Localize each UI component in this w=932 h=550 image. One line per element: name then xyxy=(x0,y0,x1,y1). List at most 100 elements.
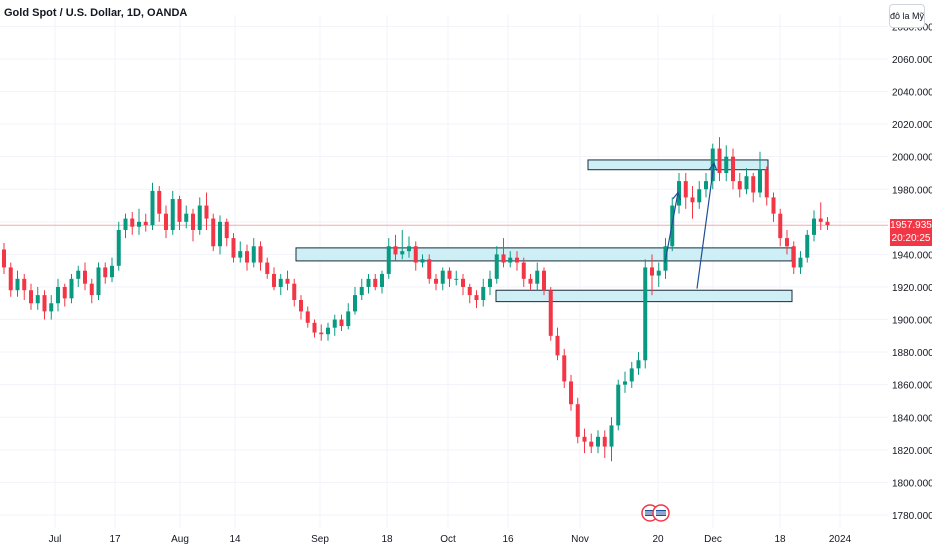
currency-button[interactable]: đô la Mỹ xyxy=(889,4,925,28)
time-axis[interactable]: Jul 17 Aug 14 Sep 18 Oct 16 Nov 20 Dec 18 2024 xyxy=(49,534,852,545)
candle-body xyxy=(96,267,101,296)
candle-body xyxy=(602,436,607,447)
candle-body xyxy=(103,267,108,278)
candle-body xyxy=(272,273,276,287)
candle-body xyxy=(224,221,229,239)
x-tick-label: Dec xyxy=(704,534,722,545)
candle-body xyxy=(245,251,249,263)
candle-body xyxy=(542,270,546,291)
flag-icon xyxy=(645,510,655,516)
candle-body xyxy=(22,278,27,291)
candle-body xyxy=(150,190,155,226)
candle-body xyxy=(116,229,121,266)
candle-body xyxy=(575,404,580,437)
trend-arrow-head xyxy=(672,191,682,201)
candle-body xyxy=(332,319,337,328)
candle-body xyxy=(704,181,708,190)
candle-body xyxy=(29,290,33,304)
candle-body xyxy=(440,270,445,284)
candle-body xyxy=(312,322,317,333)
candle-body xyxy=(724,156,729,173)
candle-body xyxy=(177,199,182,222)
candle-body xyxy=(211,218,216,247)
candle-body xyxy=(89,283,94,296)
candle-body xyxy=(42,295,47,312)
candle-body xyxy=(501,254,506,263)
candle-body xyxy=(8,267,13,291)
candle-body xyxy=(292,283,297,300)
candle-body xyxy=(697,189,702,203)
zone-box xyxy=(295,247,793,262)
candle-body xyxy=(258,246,263,263)
candle-body xyxy=(812,218,816,235)
candle-body xyxy=(339,319,344,327)
candle-body xyxy=(265,262,270,274)
candle-body xyxy=(461,278,465,287)
candle-body xyxy=(636,360,641,369)
candle-body xyxy=(751,176,756,193)
candle-body xyxy=(35,295,40,304)
last-price-tag: 1957.935 20:20:25 xyxy=(890,219,932,246)
candle-body xyxy=(467,286,472,296)
candle-body xyxy=(508,257,513,263)
candle-body xyxy=(764,169,769,198)
candle-body xyxy=(643,267,648,361)
trend-arrow-head xyxy=(708,161,718,171)
candle-body xyxy=(616,384,621,426)
countdown-value: 20:20:25 xyxy=(891,233,931,244)
trend-arrow-line xyxy=(664,192,679,263)
y-tick-label: 1900.000 xyxy=(892,316,932,327)
candle-body xyxy=(204,205,209,219)
candle-body xyxy=(164,213,168,230)
candle-body xyxy=(744,176,749,190)
candle-body xyxy=(717,148,722,173)
candle-body xyxy=(346,311,351,327)
candle-body xyxy=(366,278,371,287)
candle-body xyxy=(49,303,54,312)
candle-body xyxy=(393,246,398,255)
event-icons[interactable] xyxy=(641,504,670,522)
y-tick-label: 1800.000 xyxy=(892,478,932,489)
y-tick-label: 1920.000 xyxy=(892,283,932,294)
candle-body xyxy=(299,300,303,312)
candle-body xyxy=(238,251,243,258)
candle-body xyxy=(170,199,175,230)
candle-body xyxy=(569,381,573,405)
y-tick-label: 1940.000 xyxy=(892,250,932,261)
candle-body xyxy=(535,270,540,284)
x-tick-label: 14 xyxy=(229,534,241,545)
candle-body xyxy=(251,246,256,263)
trend-arrows[interactable] xyxy=(664,161,718,289)
x-tick-label: 2024 xyxy=(829,534,852,545)
x-tick-label: 17 xyxy=(109,534,121,545)
candle-body xyxy=(521,262,526,279)
x-tick-label: 18 xyxy=(381,534,393,545)
candle-body xyxy=(582,436,587,442)
flag-icon xyxy=(656,510,666,516)
candle-body xyxy=(798,257,803,268)
candle-body xyxy=(562,355,567,382)
candle-body xyxy=(427,259,432,279)
x-tick-label: Sep xyxy=(311,534,329,545)
candle-body xyxy=(218,221,222,247)
candle-body xyxy=(778,213,783,239)
x-tick-label: Jul xyxy=(49,534,62,545)
candle-body xyxy=(481,286,486,300)
candle-body xyxy=(353,295,357,312)
candle-body xyxy=(758,169,762,193)
candle-body xyxy=(454,278,459,280)
candle-body xyxy=(2,249,6,268)
y-tick-label: 2040.000 xyxy=(892,88,932,99)
x-tick-label: Aug xyxy=(171,534,189,545)
candle-body xyxy=(386,246,391,274)
x-tick-label: Oct xyxy=(440,534,456,545)
x-tick-label: 18 xyxy=(774,534,786,545)
price-axis[interactable]: 1780.000 1800.000 1820.000 1840.000 1860.000… xyxy=(892,22,932,522)
candle-body xyxy=(305,311,310,323)
candle-body xyxy=(805,234,810,258)
candle-body xyxy=(690,197,695,203)
candle-body xyxy=(609,425,614,447)
candle-body xyxy=(629,368,634,382)
y-tick-label: 2020.000 xyxy=(892,120,932,131)
